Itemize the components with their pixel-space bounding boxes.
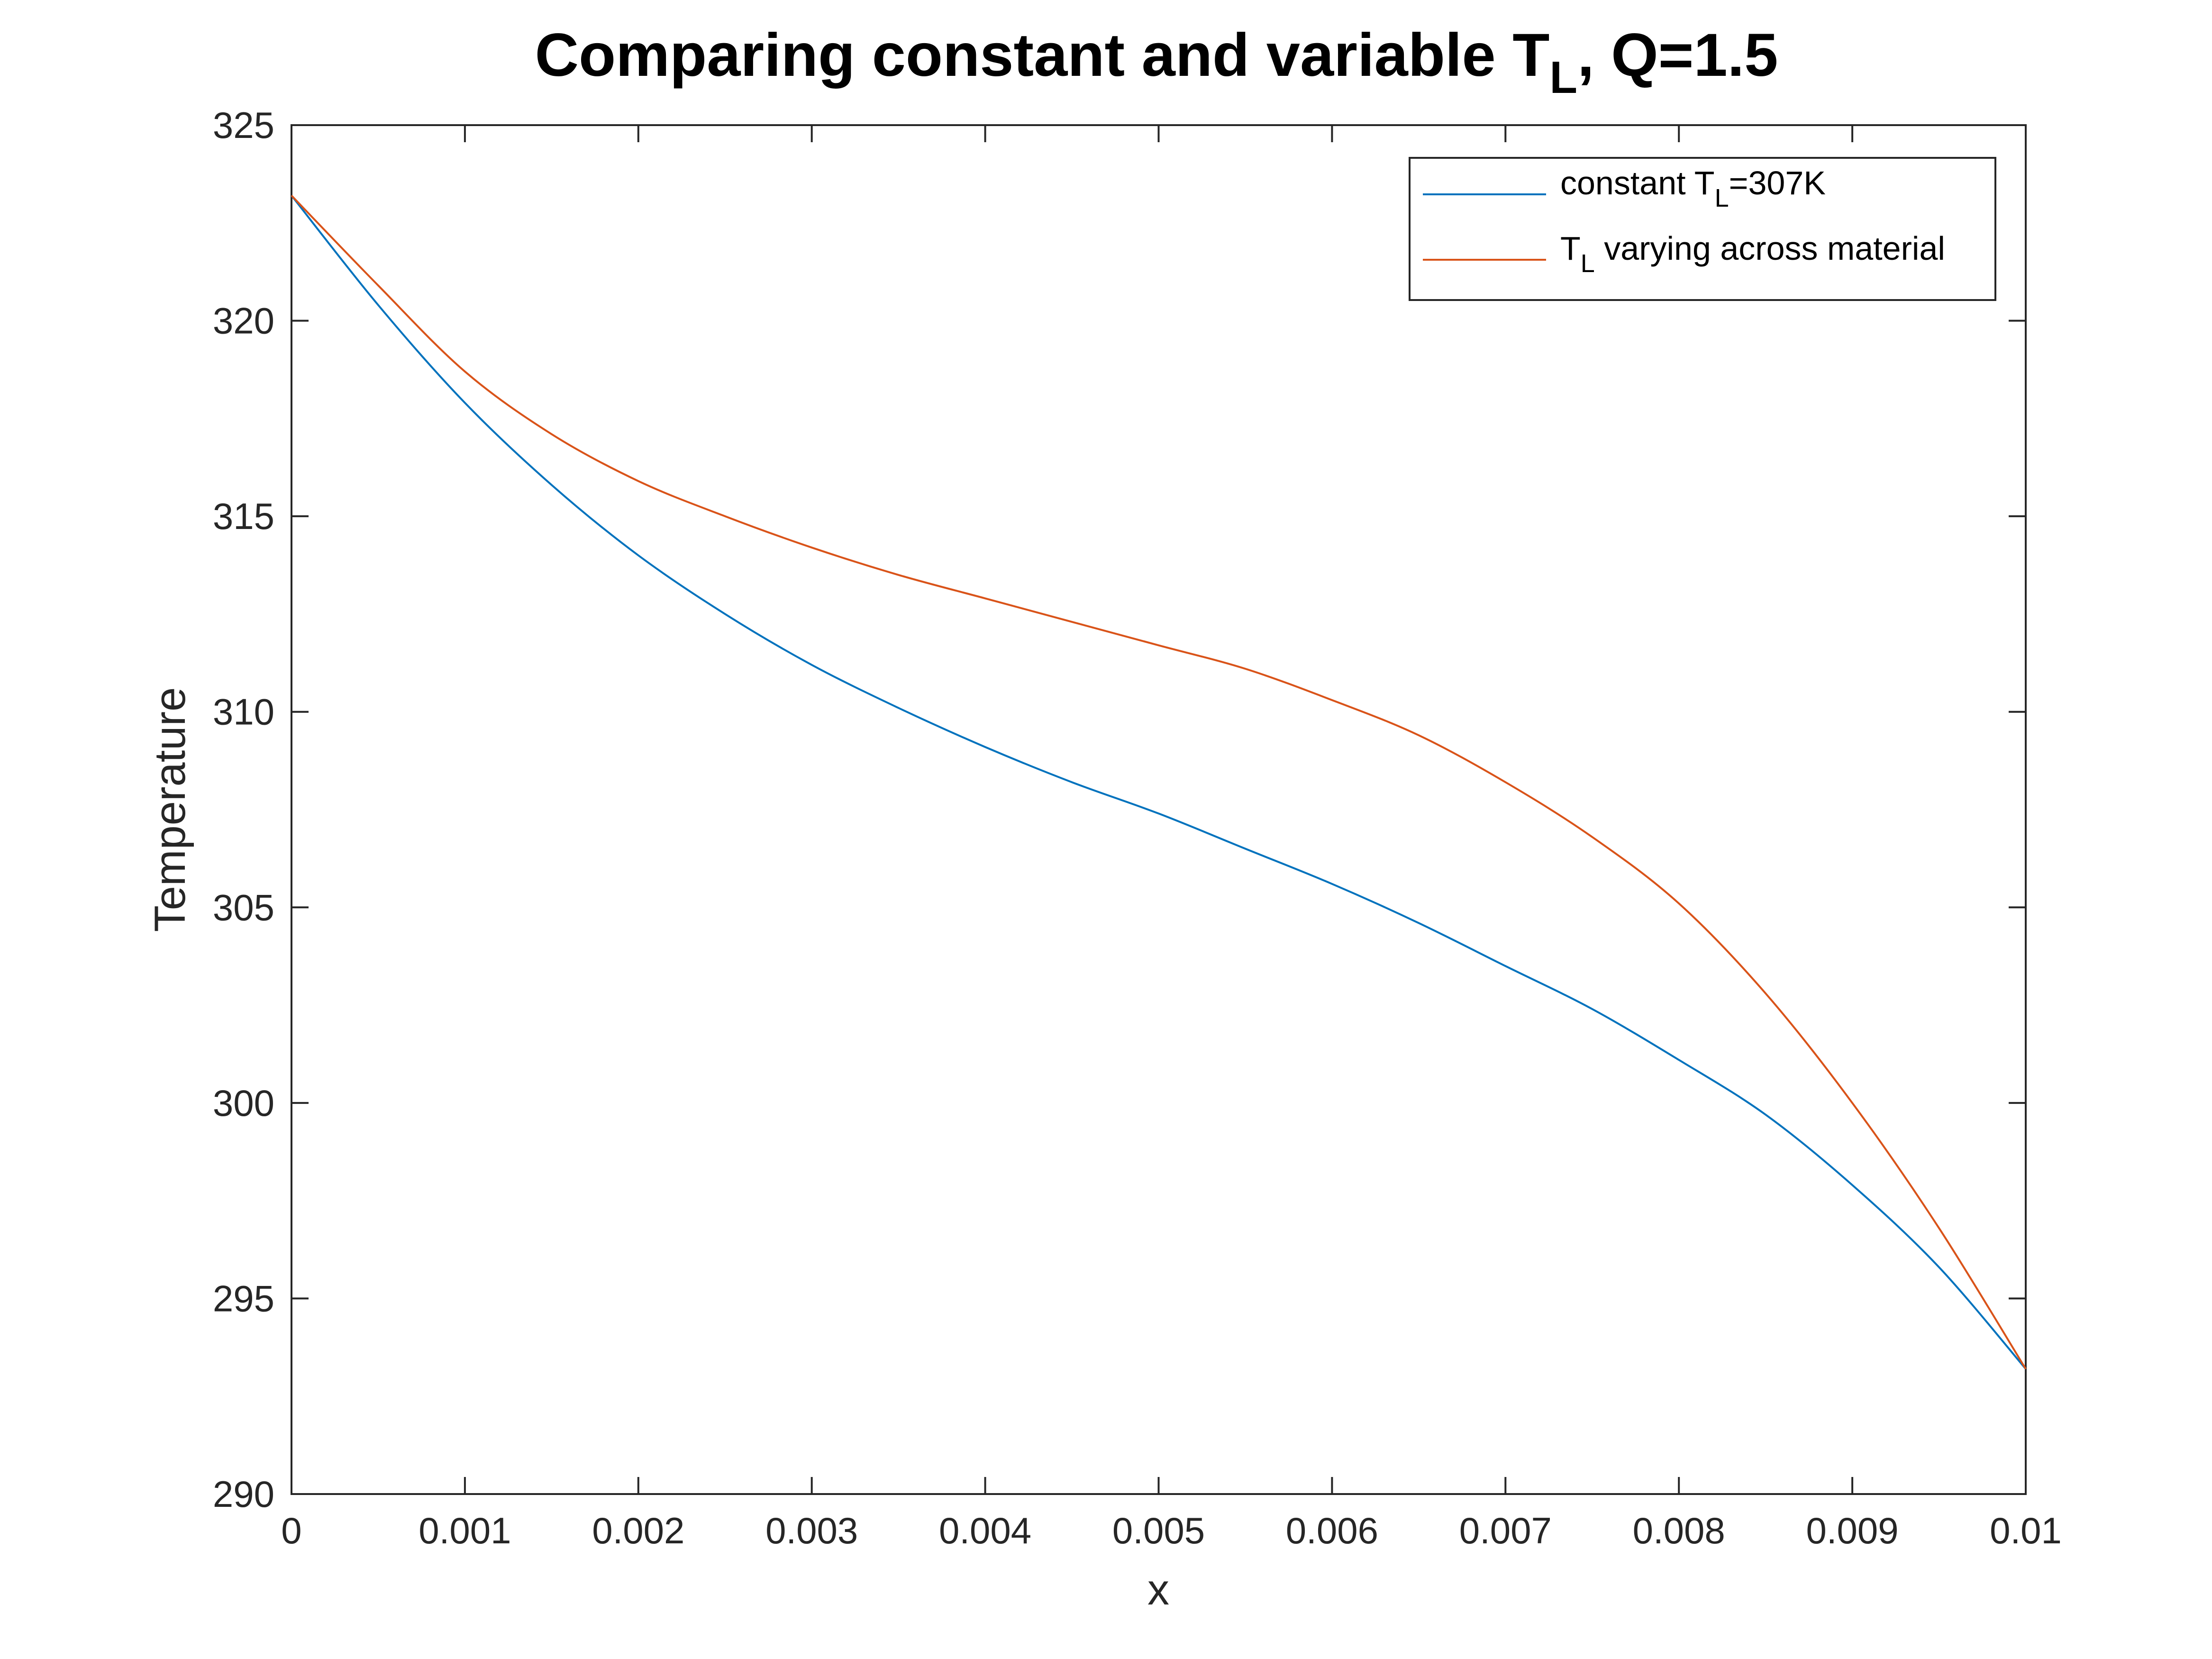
y-tick-label: 290 <box>213 1473 274 1515</box>
y-tick-label: 325 <box>213 104 274 146</box>
legend-entry-1: constant TL=307K <box>1560 164 1826 212</box>
x-tick-label: 0.01 <box>1990 1510 2062 1551</box>
x-tick-label: 0.002 <box>592 1510 684 1551</box>
x-tick-label: 0.004 <box>939 1510 1031 1551</box>
x-tick-label: 0.007 <box>1459 1510 1552 1551</box>
x-tick-label: 0.009 <box>1806 1510 1898 1551</box>
legend-entry-text: T <box>1560 230 1581 267</box>
legend-entry-suffix: varying across material <box>1595 230 1945 267</box>
series-line-1 <box>291 195 2027 1370</box>
x-axis: 0 0.001 0.002 0.003 0.004 0.005 0.006 0.007 0.00… <box>281 125 2062 1551</box>
y-axis-label: Temperature <box>146 687 194 932</box>
y-tick-label: 315 <box>213 495 274 537</box>
series-layer <box>291 195 2027 1370</box>
x-axis-label: x <box>1147 1566 1169 1614</box>
x-tick-label: 0.001 <box>419 1510 511 1551</box>
y-tick-label: 310 <box>213 691 274 733</box>
y-axis: 290 295 300 305 310 315 320 325 <box>213 104 2026 1515</box>
y-tick-label: 305 <box>213 886 274 928</box>
axes-box <box>291 124 2027 1495</box>
y-tick-label: 320 <box>213 300 274 342</box>
chart-title-subscript: L <box>1549 52 1577 103</box>
chart-title: Comparing constant and variable TL, Q=1.… <box>535 21 1778 103</box>
x-tick-label: 0 <box>281 1510 301 1551</box>
legend-box <box>1409 157 1996 301</box>
x-tick-label: 0.005 <box>1112 1510 1205 1551</box>
legend-entry-suffix: =307K <box>1729 164 1826 201</box>
plot-area: 0 0.001 0.002 0.003 0.004 0.005 0.006 0.007 0.00… <box>213 104 2062 1551</box>
y-tick-label: 300 <box>213 1082 274 1124</box>
chart-title-suffix: , Q=1.5 <box>1577 21 1778 89</box>
chart-title-main: Comparing constant and variable T <box>535 21 1550 89</box>
legend-entry-subscript: L <box>1581 249 1595 278</box>
legend-entry-text: constant T <box>1560 164 1715 201</box>
x-tick-label: 0.008 <box>1633 1510 1725 1551</box>
legend-entry-2: TL varying across material <box>1560 230 1945 278</box>
legend-entry-subscript: L <box>1715 184 1729 212</box>
y-tick-label: 295 <box>213 1277 274 1319</box>
x-tick-label: 0.003 <box>765 1510 858 1551</box>
x-tick-label: 0.006 <box>1286 1510 1378 1551</box>
series-line-2 <box>291 195 2027 1370</box>
